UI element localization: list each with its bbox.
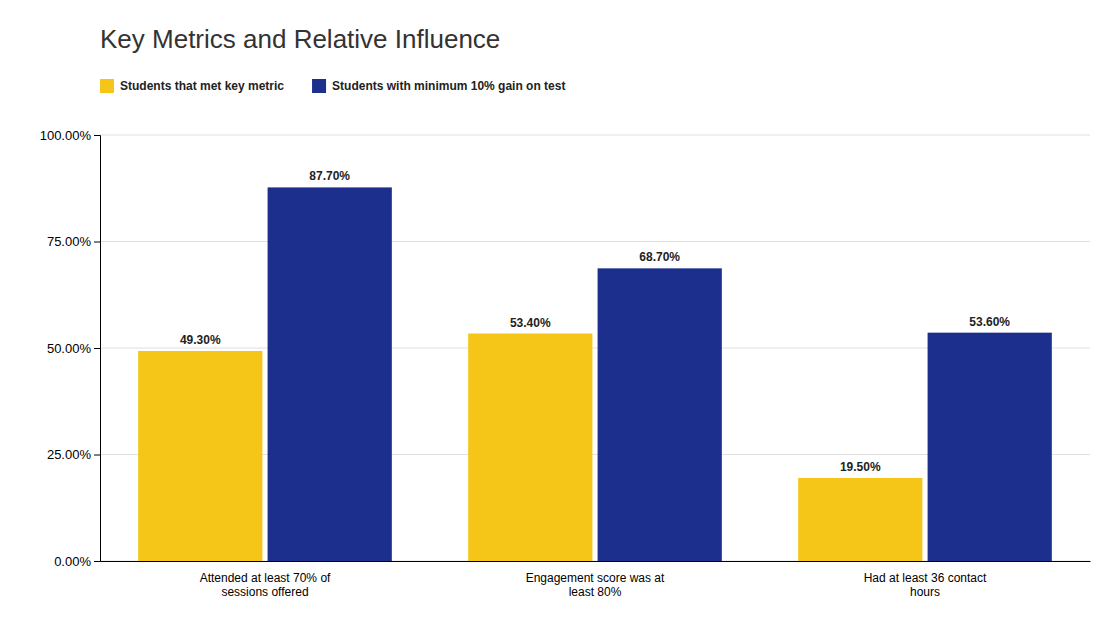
bar [928,333,1052,561]
data-label: 49.30% [180,333,221,347]
y-tick: 100.00% [40,128,100,143]
x-axis-line [101,561,1091,562]
y-tick: 25.00% [47,447,100,462]
chart: Key Metrics and Relative Influence 0.00% 2… [0,0,1120,641]
x-tick-label: Engagement score was atleast 80% [526,571,665,599]
legend: Students that met key metric Students wit… [100,79,565,93]
data-label: 19.50% [840,460,881,474]
bar [598,268,722,561]
legend-item: Students that met key metric [100,79,284,93]
x-tick-label: Had at least 36 contacthours [864,571,987,599]
x-axis: Attended at least 70% ofsessions offered… [101,562,1091,599]
legend-item: Students with minimum 10% gain on test [312,79,565,93]
data-label: 53.40% [510,316,551,330]
y-axis: 0.00% 25.00% 50.00% 75.00% 100.00% [40,128,101,569]
bar [138,351,262,561]
grid [100,135,1090,561]
y-tick-mark [94,348,100,349]
data-label: 68.70% [639,250,680,264]
y-tick-label: 25.00% [47,447,92,462]
bar [268,187,392,561]
data-label: 87.70% [309,169,350,183]
y-axis-line [94,136,101,562]
plot: 0.00% 25.00% 50.00% 75.00% 100.00% Attended a… [40,128,1091,599]
y-tick-label: 100.00% [40,128,92,143]
y-tick: 0.00% [54,554,100,569]
y-tick-label: 75.00% [47,234,92,249]
title: Key Metrics and Relative Influence [100,24,500,54]
legend-swatch [312,79,326,93]
y-tick: 75.00% [47,234,100,249]
legend-label: Students with minimum 10% gain on test [332,79,565,93]
grid-line [100,135,1090,136]
legend-swatch [100,79,114,93]
y-tick-mark [94,455,100,456]
y-tick-mark [94,242,100,243]
x-tick: Engagement score was atleast 80% [526,571,665,599]
x-tick: Attended at least 70% ofsessions offered [200,571,331,599]
data-labels: 49.30% 53.40% 19.50% 87.70% 68.70% 53.60% [180,169,1010,474]
bar [468,334,592,561]
bar [798,478,922,561]
y-tick-label: 50.00% [47,341,92,356]
bars [138,187,1052,561]
y-tick-label: 0.00% [54,554,91,569]
y-tick-mark [94,135,100,136]
y-tick-mark [94,561,100,562]
x-tick-label: Attended at least 70% ofsessions offered [200,571,331,599]
y-tick: 50.00% [47,341,100,356]
x-tick: Had at least 36 contacthours [864,571,987,599]
legend-label: Students that met key metric [120,79,284,93]
grid-line [100,241,1090,242]
data-label: 53.60% [969,315,1010,329]
